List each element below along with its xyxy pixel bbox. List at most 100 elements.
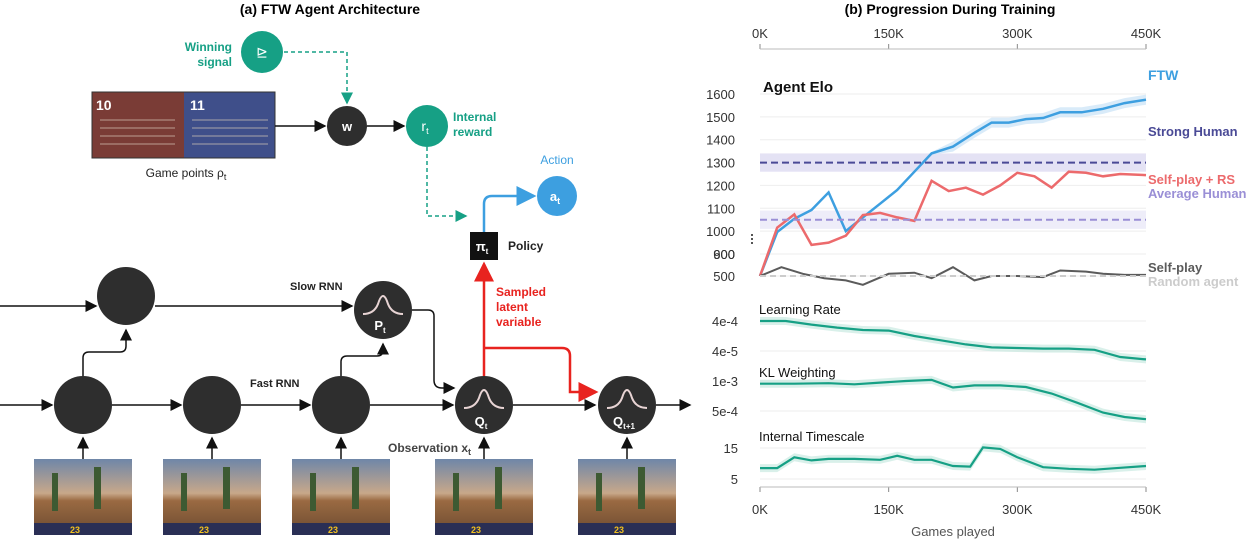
q-to-q1-red-arrow	[484, 346, 599, 402]
elo-y-tick-7: 1400	[706, 133, 735, 148]
hud-value-frame-4: 23	[471, 525, 481, 535]
bottom-x-tick-3: 450K	[1131, 502, 1162, 517]
policy-node-label: πt	[476, 239, 489, 256]
q1-distribution-curve	[606, 389, 648, 409]
action-node	[537, 176, 577, 216]
p-to-q-arrow	[412, 309, 456, 394]
sampled-label-2: latent	[496, 300, 528, 314]
cactus-tall-frame-3	[352, 467, 359, 509]
action-label: Action	[540, 153, 573, 167]
elo-y-tick-0: 500	[713, 269, 735, 284]
winning-to-w-arrow	[284, 51, 353, 105]
cactus-frame-1	[52, 473, 58, 511]
fast-rnn-node-3	[312, 376, 370, 434]
ftw-band	[760, 94, 1146, 278]
hud-value-frame-1: 23	[70, 525, 80, 535]
hud-frame-3	[292, 523, 390, 535]
winning-signal-label-1: Winning	[185, 40, 232, 54]
hud-frame-5	[578, 523, 676, 535]
observation-frame-2	[163, 459, 261, 535]
p-node-label: Pt	[374, 318, 386, 335]
r-node	[406, 105, 448, 147]
elo-series-ftw	[758, 98, 1147, 277]
fast-rnn-node-1	[54, 376, 112, 434]
observation-label: Observation xt	[388, 441, 471, 457]
elo-title: Agent Elo	[763, 79, 833, 96]
q1-node	[598, 376, 656, 434]
top-x-tick-0: 0K	[752, 26, 768, 41]
r-to-policy-arrow	[426, 147, 468, 222]
elo-y-tick-5: 1200	[706, 178, 735, 193]
left-panel-title: (a) FTW Agent Architecture	[240, 1, 420, 17]
elo-y-tick-1: 600	[713, 247, 735, 262]
kl-weighting-line	[760, 378, 1147, 421]
cactus-frame-5	[596, 473, 602, 511]
q-node-label: Qt	[475, 414, 488, 431]
cactus-tall-frame-4	[495, 467, 502, 509]
observation-frames: 23 23 23 23 23	[34, 436, 676, 535]
sampled-label-3: variable	[496, 315, 542, 329]
cactus-tall-frame-5	[638, 467, 645, 509]
action-node-label: at	[550, 189, 560, 206]
cactus-frame-2	[181, 473, 187, 511]
elo-legend-average-human: Average Human	[1148, 186, 1247, 201]
fast-rnn-node-2	[183, 376, 241, 434]
cactus-frame-4	[453, 473, 459, 511]
w-node	[327, 106, 367, 146]
scoreboard-blue-score: 11	[190, 97, 205, 113]
elo-y-tick-3: 1000	[706, 224, 735, 239]
slow-rnn-node-p	[354, 281, 412, 339]
policy-node	[470, 232, 498, 260]
learning-rate-y-tick-0: 4e-4	[712, 314, 738, 329]
observation-frame-1	[34, 459, 132, 535]
fast1-to-slow1-arrow	[82, 328, 132, 376]
winning-signal-label-2: signal	[197, 55, 232, 69]
slow-rnn-node-1	[97, 267, 155, 325]
p-distribution-curve	[362, 295, 404, 315]
top-x-tick-1: 150K	[873, 26, 904, 41]
q1-node-label: Qt+1	[613, 414, 635, 431]
cactus-tall-frame-2	[223, 467, 230, 509]
top-x-tick-3: 450K	[1131, 26, 1162, 41]
sampled-label-1: Sampled	[496, 285, 546, 299]
top-x-tick-2: 300K	[1002, 26, 1033, 41]
scoreboard-image: 10 11	[91, 91, 276, 159]
observation-frame-4	[435, 459, 533, 535]
elo-series-self-play	[759, 266, 1146, 286]
hud-frame-1	[34, 523, 132, 535]
observation-frame-3	[292, 459, 390, 535]
elo-legend-strong-human: Strong Human	[1148, 124, 1238, 139]
elo-y-tick-4: 1100	[707, 201, 735, 216]
hud-value-frame-3: 23	[328, 525, 338, 535]
policy-to-action-arrow	[482, 186, 537, 232]
elo-legend-self-play: Self-play	[1148, 260, 1203, 275]
policy-label: Policy	[508, 239, 544, 253]
internal-timescale-line	[760, 446, 1147, 471]
winning-signal-node	[241, 31, 283, 73]
q-distribution-curve	[463, 389, 505, 409]
internal-timescale-title: Internal Timescale	[759, 429, 865, 444]
elo-legend-self-play-rs: Self-play + RS	[1148, 172, 1235, 187]
learning-rate-title: Learning Rate	[759, 302, 841, 317]
learning-rate-line	[760, 319, 1147, 361]
right-panel-title: (b) Progression During Training	[845, 1, 1056, 17]
x-axis-label: Games played	[911, 524, 995, 539]
game-points-label: Game points ρt	[146, 166, 227, 182]
elo-y-tick-9: 1600	[706, 87, 735, 102]
cactus-frame-3	[310, 473, 316, 511]
kl-weighting-y-tick-0: 1e-3	[712, 374, 738, 389]
internal-timescale-y-tick-0: 15	[724, 441, 738, 456]
learning-rate-y-tick-1: 4e-5	[712, 344, 738, 359]
hud-frame-2	[163, 523, 261, 535]
internal-reward-label-1: Internal	[453, 110, 496, 124]
hud-frame-4	[435, 523, 533, 535]
hud-value-frame-5: 23	[614, 525, 624, 535]
kl-weighting-band	[760, 375, 1146, 424]
cactus-tall-frame-1	[94, 467, 101, 509]
learning-rate-band	[760, 317, 1146, 364]
w-label: w	[341, 119, 353, 134]
kl-weighting-y-tick-1: 5e-4	[712, 404, 738, 419]
elo-legend-ftw: FTW	[1148, 67, 1179, 83]
internal-timescale-band	[760, 443, 1146, 474]
